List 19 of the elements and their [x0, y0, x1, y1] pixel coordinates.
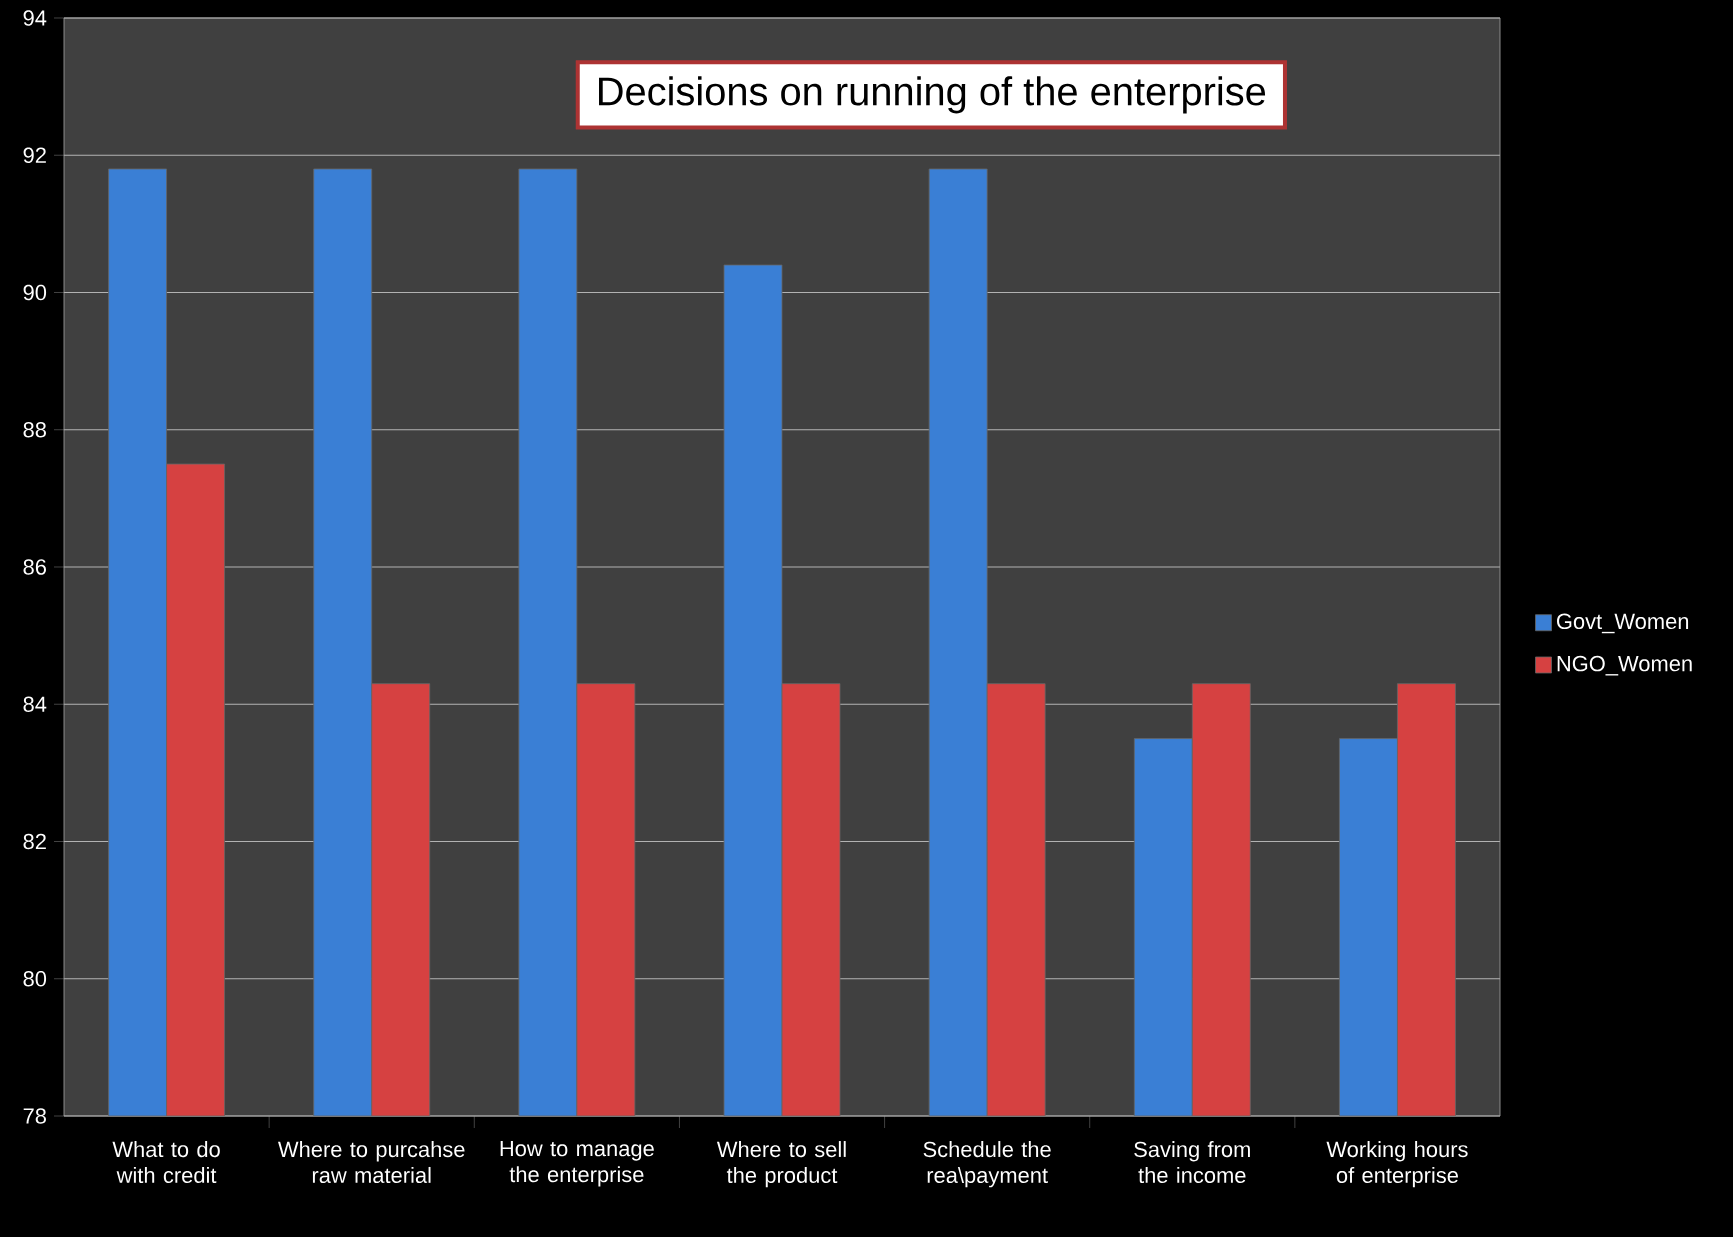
- y-tick-label: 92: [23, 147, 46, 163]
- y-tick-label: 94: [23, 10, 47, 26]
- x-tick-label: What to do with credit: [112, 1141, 220, 1184]
- x-tick-label: Working hours of enterprise: [1326, 1141, 1468, 1188]
- x-tick-label: Where to sell the product: [716, 1141, 846, 1188]
- legend-label: NGO_Women: [1557, 655, 1692, 676]
- x-tick-label: How to manage the enterprise: [500, 1141, 654, 1187]
- y-tick-label: 90: [23, 284, 47, 301]
- y-tick-label: 82: [23, 833, 46, 850]
- x-tick-label: Saving from the income: [1134, 1141, 1250, 1184]
- legend-label: Govt_Women: [1556, 613, 1689, 634]
- y-tick-label: 84: [23, 696, 47, 713]
- y-tick-label: 88: [23, 422, 46, 438]
- y-tick-label: 80: [23, 971, 47, 987]
- x-tick-label: Schedule the rea\payment: [923, 1141, 1051, 1188]
- y-tick-label: 78: [23, 1108, 46, 1124]
- text: Decisions on running of the enterprise: [599, 76, 1266, 114]
- y-tick-label: 86: [23, 559, 46, 575]
- x-tick-label: Where to purcahse raw material: [278, 1141, 465, 1184]
